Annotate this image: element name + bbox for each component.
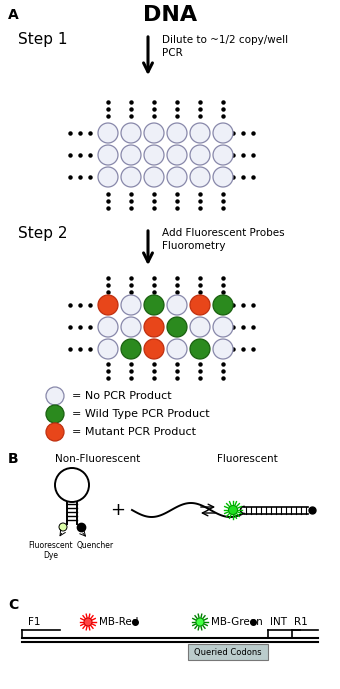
Text: F1: F1 [28, 617, 40, 627]
Text: = Wild Type PCR Product: = Wild Type PCR Product [72, 409, 210, 419]
Text: R1: R1 [294, 617, 308, 627]
Text: DNA: DNA [143, 5, 197, 25]
Circle shape [228, 506, 238, 515]
Text: = No PCR Product: = No PCR Product [72, 391, 172, 401]
Circle shape [98, 145, 118, 165]
Circle shape [98, 317, 118, 337]
Circle shape [144, 339, 164, 359]
Circle shape [167, 317, 187, 337]
Circle shape [196, 618, 204, 626]
Circle shape [46, 387, 64, 405]
Circle shape [190, 339, 210, 359]
Circle shape [144, 317, 164, 337]
Circle shape [84, 618, 92, 626]
Circle shape [167, 123, 187, 143]
Text: Fluorescent
Dye: Fluorescent Dye [29, 541, 73, 560]
Circle shape [46, 423, 64, 441]
Circle shape [167, 295, 187, 315]
Circle shape [213, 317, 233, 337]
Text: INT: INT [270, 617, 287, 627]
Circle shape [213, 123, 233, 143]
Text: = Mutant PCR Product: = Mutant PCR Product [72, 427, 196, 437]
Circle shape [144, 295, 164, 315]
Circle shape [190, 145, 210, 165]
Circle shape [98, 123, 118, 143]
Circle shape [190, 295, 210, 315]
Circle shape [121, 317, 141, 337]
Circle shape [213, 339, 233, 359]
Circle shape [213, 145, 233, 165]
Circle shape [121, 123, 141, 143]
Text: MB-Red: MB-Red [99, 617, 138, 627]
Circle shape [98, 167, 118, 187]
Circle shape [121, 295, 141, 315]
Circle shape [98, 295, 118, 315]
Circle shape [167, 145, 187, 165]
Text: Add Fluorescent Probes
Fluorometry: Add Fluorescent Probes Fluorometry [162, 228, 285, 251]
Circle shape [167, 339, 187, 359]
Circle shape [121, 339, 141, 359]
Text: +: + [110, 501, 125, 519]
Circle shape [190, 167, 210, 187]
Text: Dilute to ~1/2 copy/well
PCR: Dilute to ~1/2 copy/well PCR [162, 35, 288, 58]
Text: Step 1: Step 1 [18, 32, 68, 47]
Circle shape [213, 295, 233, 315]
Text: B: B [8, 452, 19, 466]
Circle shape [190, 123, 210, 143]
Text: C: C [8, 598, 18, 612]
Circle shape [98, 339, 118, 359]
Text: A: A [8, 8, 19, 22]
Circle shape [59, 523, 67, 531]
Circle shape [190, 317, 210, 337]
Circle shape [144, 123, 164, 143]
Text: Fluorescent: Fluorescent [217, 454, 278, 464]
Circle shape [121, 167, 141, 187]
Circle shape [167, 167, 187, 187]
Bar [188, 644, 268, 660]
Circle shape [121, 145, 141, 165]
Circle shape [46, 405, 64, 423]
Text: Queried Codons: Queried Codons [194, 648, 262, 657]
Text: MB-Green: MB-Green [211, 617, 263, 627]
Circle shape [213, 167, 233, 187]
Text: Quencher: Quencher [76, 541, 114, 550]
Text: Step 2: Step 2 [18, 226, 68, 241]
Circle shape [144, 167, 164, 187]
Text: Non-Fluorescent: Non-Fluorescent [55, 454, 141, 464]
Circle shape [144, 145, 164, 165]
